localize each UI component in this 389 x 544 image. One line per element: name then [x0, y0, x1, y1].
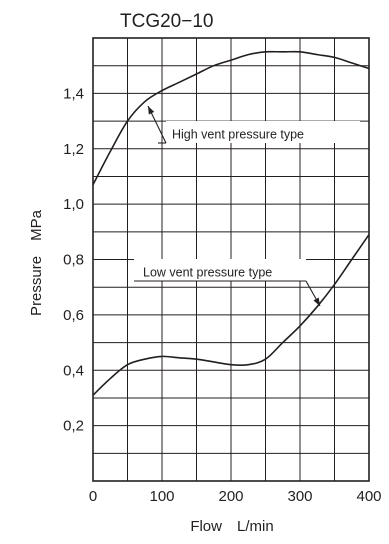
- y-tick-label: 0,8: [63, 252, 84, 269]
- plot-border: [92, 37, 370, 482]
- series-lines: [92, 50, 370, 396]
- y-tick-label: 1,0: [63, 196, 84, 213]
- x-tick-label: 100: [149, 488, 174, 505]
- y-tick-label: 0,2: [63, 418, 84, 435]
- y-tick-labels: 0,2 0,4 0,6 0,8 1,0 1,2 1,4: [63, 85, 84, 434]
- high-vent-pressure-curve: [92, 50, 370, 186]
- arrow-icon: [148, 106, 155, 115]
- annotation-backdrop: [166, 121, 360, 143]
- y-tick-label: 0,6: [63, 307, 84, 324]
- y-tick-label: 0,4: [63, 362, 84, 379]
- x-tick-label: 300: [287, 488, 312, 505]
- x-axis-label: Flow L/min: [190, 518, 273, 535]
- chart-title: TCG20−10: [120, 11, 213, 32]
- plot-frame: [92, 37, 370, 482]
- y-axis-label: Pressure MPa: [28, 209, 45, 316]
- low-vent-pressure-curve: [92, 234, 370, 396]
- annotation-backdrop: [134, 259, 306, 281]
- arrow-icon: [313, 297, 320, 306]
- x-tick-labels: 0 100 200 300 400: [89, 488, 382, 505]
- annotations: High vent pressure type Low vent pressure…: [134, 105, 360, 307]
- x-tick-label: 400: [356, 488, 381, 505]
- x-tick-label: 200: [218, 488, 243, 505]
- y-tick-label: 1,2: [63, 141, 84, 158]
- x-tick-label: 0: [89, 488, 97, 505]
- y-tick-label: 1,4: [63, 85, 84, 102]
- annotation-label: Low vent pressure type: [143, 265, 272, 279]
- annotation-label: High vent pressure type: [172, 127, 304, 141]
